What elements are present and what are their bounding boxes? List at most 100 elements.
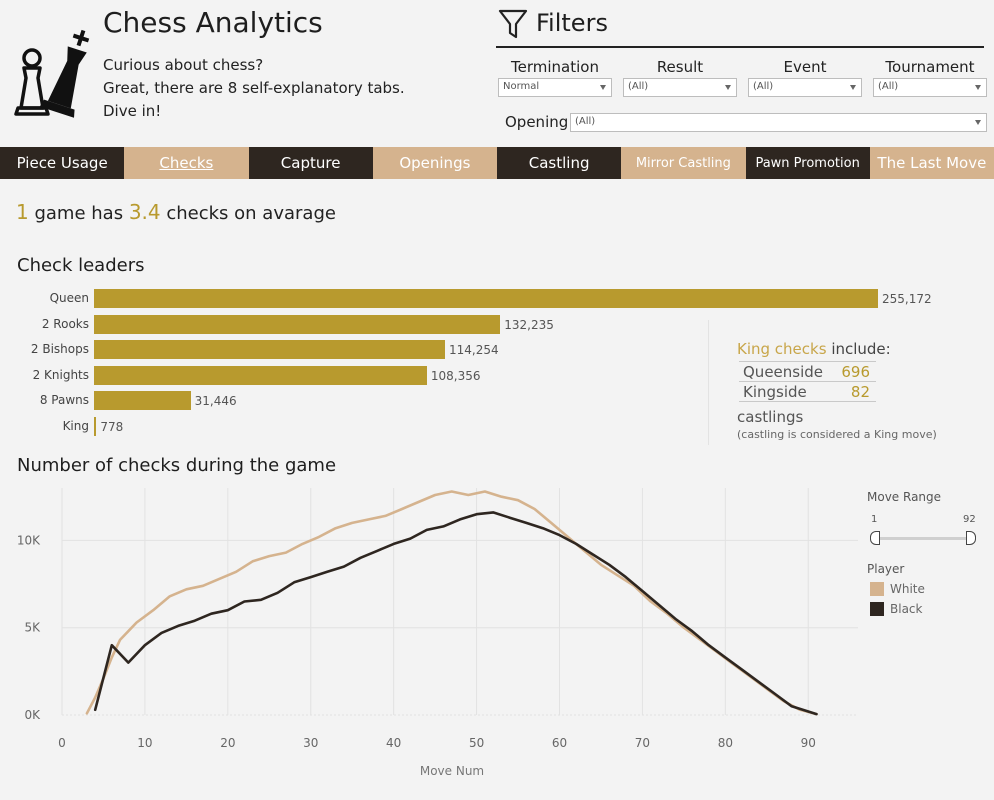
bar-value-label: 114,254 — [449, 343, 499, 358]
event-label: Event — [783, 58, 827, 76]
bar[interactable] — [94, 340, 446, 360]
king-checks-rest: include: — [831, 340, 891, 358]
bar-value-label: 778 — [100, 420, 124, 434]
y-tick-label: 0K — [24, 708, 41, 722]
row-label: Queenside — [743, 363, 824, 381]
castlings-label: castlings — [737, 408, 804, 426]
filters-title: Filters — [536, 9, 608, 37]
bar-category-label: 8 Pawns — [39, 393, 89, 408]
intro-line: Dive in! — [103, 102, 162, 120]
bar[interactable] — [94, 314, 501, 334]
row-value: 82 — [850, 383, 870, 401]
x-tick-label: 70 — [635, 736, 650, 750]
bar[interactable] — [94, 391, 191, 411]
x-tick-label: 20 — [220, 736, 235, 750]
range-max-handle[interactable] — [966, 531, 976, 545]
intro-text: Curious about chess? Great, there are 8 … — [103, 54, 405, 123]
result-select[interactable]: (All) — [623, 78, 737, 97]
bar[interactable] — [94, 365, 427, 385]
opening-select[interactable]: (All) — [570, 113, 987, 132]
headline-count: 1 — [16, 200, 29, 224]
checks-headline: 1 game has 3.4 checks on avarage — [16, 200, 336, 224]
legend-swatch — [870, 582, 884, 596]
king-castling-table: Queenside 696 Kingside 82 — [739, 361, 876, 402]
x-tick-label: 10 — [137, 736, 152, 750]
filters-header: Filters — [496, 6, 984, 48]
move-range-slider-track[interactable] — [873, 537, 973, 540]
player-legend-title: Player — [867, 562, 905, 576]
opening-label: Opening — [505, 113, 569, 131]
tab-castling[interactable]: Castling — [497, 147, 622, 179]
termination-label: Termination — [511, 58, 599, 76]
bar[interactable] — [94, 417, 97, 436]
tab-piece-usage[interactable]: Piece Usage — [0, 147, 125, 179]
legend-item-white[interactable]: White — [870, 582, 925, 596]
checks-line-chart: 0 10 20 30 40 50 60 70 80 90 0K 5K 10K Move Num — [17, 488, 858, 778]
result-value: (All) — [628, 81, 649, 92]
range-min-value: 1 — [871, 514, 878, 525]
bar-category-label: Queen — [49, 291, 89, 305]
tab-openings[interactable]: Openings — [372, 147, 497, 179]
event-select[interactable]: (All) — [748, 78, 862, 97]
castling-note: (castling is considered a King move) — [737, 428, 937, 441]
x-tick-label: 60 — [552, 736, 567, 750]
table-row: Kingside 82 — [739, 382, 876, 402]
chevron-down-icon — [975, 85, 981, 90]
king-checks-title: King checks include: — [737, 340, 891, 358]
range-min-handle[interactable] — [870, 531, 880, 545]
bar-category-label: King — [62, 419, 89, 433]
king-checks-panel: King checks include: Queenside 696 Kings… — [708, 320, 988, 445]
bar-value-label: 31,446 — [194, 394, 237, 409]
x-tick-label: 90 — [801, 736, 816, 750]
event-value: (All) — [753, 81, 774, 92]
funnel-icon — [498, 9, 528, 39]
tab-pawn-promotion[interactable]: Pawn Promotion — [745, 147, 870, 179]
headline-value: 3.4 — [128, 200, 161, 224]
chevron-down-icon — [850, 85, 856, 90]
headline-tail: checks on avarage — [166, 203, 336, 224]
side-controls: Move Range 1 92 Player White Black — [867, 490, 987, 616]
y-tick-label: 5K — [24, 621, 41, 635]
tournament-label: Tournament — [885, 58, 975, 76]
legend-label: White — [890, 582, 925, 596]
check-leaders-chart: Queen 255,172 2 Rooks 132,235 2 Bishops 114,2… — [0, 286, 994, 436]
result-label: Result — [656, 58, 704, 76]
check-leaders-title: Check leaders — [17, 255, 145, 276]
chevron-down-icon — [600, 85, 606, 90]
table-row: Queenside 696 — [739, 362, 876, 382]
app-title: Chess Analytics — [103, 6, 323, 39]
chevron-down-icon — [975, 120, 981, 125]
tab-checks[interactable]: Checks — [124, 147, 249, 179]
bar[interactable] — [94, 289, 878, 308]
legend-swatch — [870, 602, 884, 616]
chevron-down-icon — [725, 85, 731, 90]
tab-capture[interactable]: Capture — [248, 147, 373, 179]
x-tick-label: 0 — [58, 736, 66, 750]
bar-category-label: 2 Bishops — [30, 342, 89, 357]
tournament-select[interactable]: (All) — [873, 78, 987, 97]
tab-the-last-move[interactable]: The Last Move — [869, 147, 994, 179]
tournament-value: (All) — [878, 81, 899, 92]
bar-value-label: 108,356 — [430, 368, 481, 383]
x-tick-label: 80 — [718, 736, 733, 750]
headline-mid: game has — [34, 203, 124, 224]
x-tick-label: 30 — [303, 736, 318, 750]
king-checks-accent: King checks — [737, 340, 827, 358]
x-tick-label: 50 — [469, 736, 484, 750]
bar-category-label: 2 Knights — [32, 367, 89, 382]
tab-mirror-castling[interactable]: Mirror Castling — [621, 147, 746, 179]
row-value: 696 — [841, 363, 870, 381]
row-label: Kingside — [743, 383, 807, 401]
termination-select[interactable]: Normal — [498, 78, 612, 97]
legend-label: Black — [890, 602, 923, 616]
legend-item-black[interactable]: Black — [870, 602, 922, 616]
chess-pieces-logo — [14, 29, 90, 118]
bar-value-label: 255,172 — [882, 292, 932, 306]
x-axis-label: Move Num — [420, 764, 484, 778]
y-tick-label: 10K — [17, 533, 41, 547]
bar-value-label: 132,235 — [504, 317, 554, 332]
opening-value: (All) — [575, 116, 596, 127]
x-tick-label: 40 — [386, 736, 401, 750]
bar-category-label: 2 Rooks — [41, 316, 89, 331]
intro-line: Great, there are 8 self-explanatory tabs… — [103, 79, 405, 97]
